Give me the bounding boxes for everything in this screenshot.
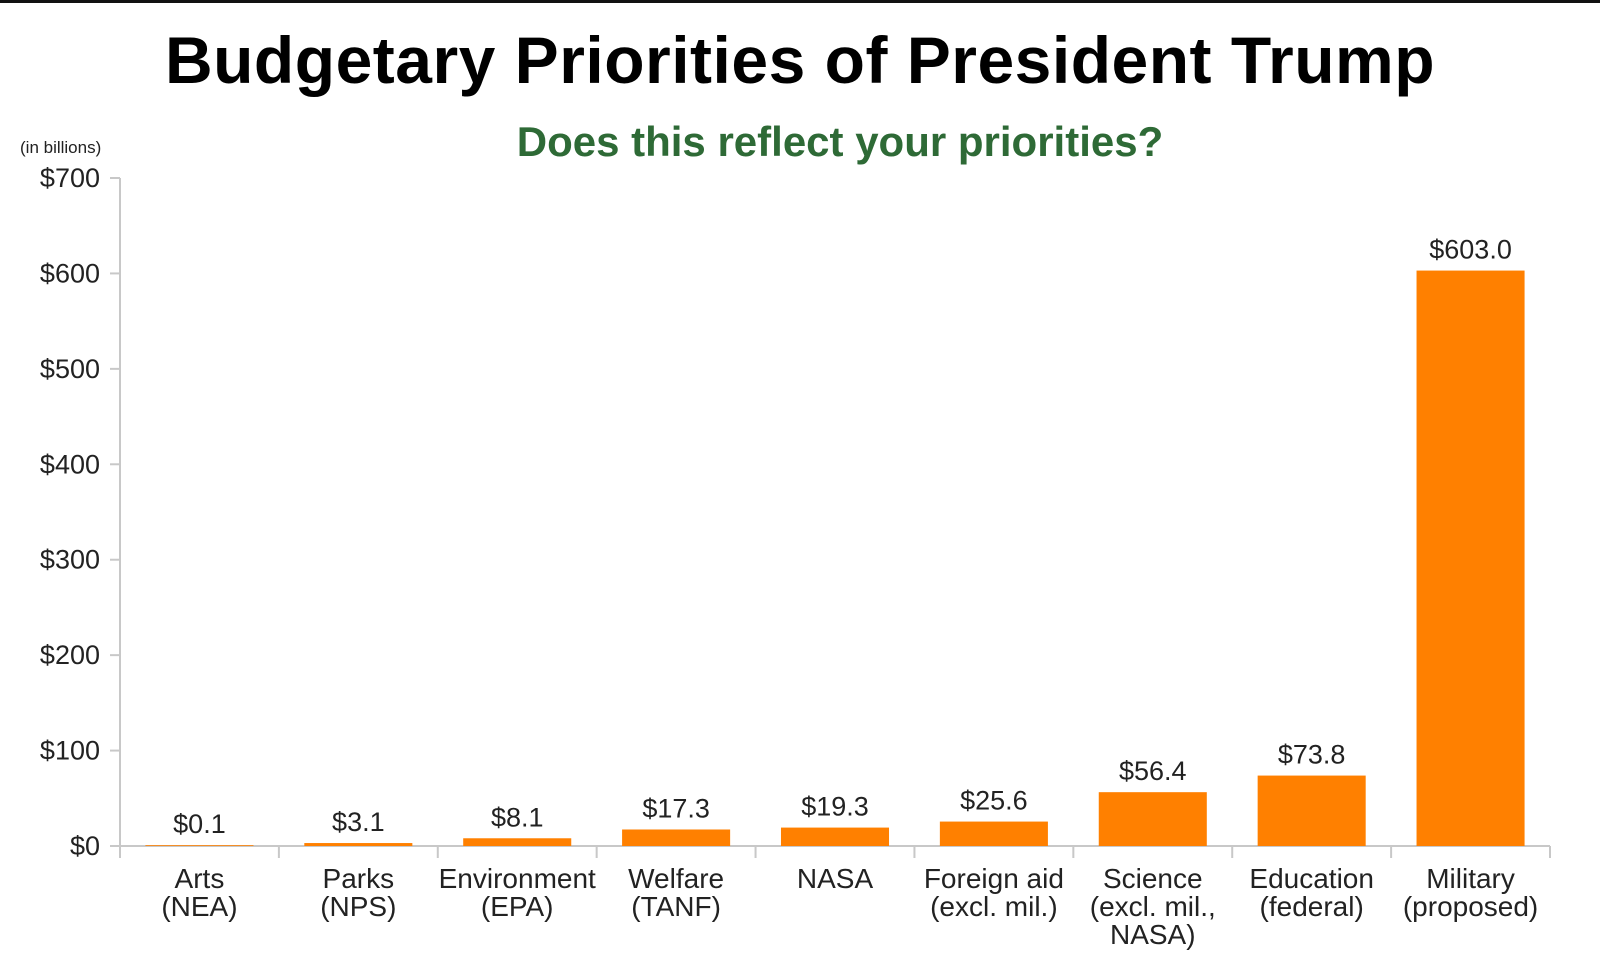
x-category-label: Education (federal) xyxy=(1249,863,1374,922)
x-category-label-line: Environment xyxy=(439,863,596,894)
x-category-label: Science (excl. mil., NASA) xyxy=(1090,863,1216,950)
x-category-label: Arts (NEA) xyxy=(161,863,237,922)
unit-note: (in billions) xyxy=(20,138,102,157)
bar xyxy=(463,838,572,846)
data-label: $25.6 xyxy=(960,786,1028,816)
x-category-label-line: (excl. mil., xyxy=(1090,891,1216,922)
bar xyxy=(1098,792,1207,846)
x-category-label-line: Science xyxy=(1103,863,1203,894)
data-label: $0.1 xyxy=(173,809,226,839)
x-category-label-line: Foreign aid xyxy=(924,863,1064,894)
y-tick-label: $300 xyxy=(40,545,100,575)
x-category-label: Environment (EPA) xyxy=(439,863,596,922)
data-label: $56.4 xyxy=(1119,756,1187,786)
bar xyxy=(145,845,254,846)
x-category-label: NASA xyxy=(797,863,874,894)
data-label: $603.0 xyxy=(1429,235,1512,265)
x-category-label: Parks (NPS) xyxy=(320,863,396,922)
x-category-label-line: (excl. mil.) xyxy=(930,891,1058,922)
bar xyxy=(304,843,413,846)
x-category-label-line: NASA) xyxy=(1110,919,1196,950)
chart-title: Budgetary Priorities of President Trump xyxy=(164,23,1436,97)
bar xyxy=(622,829,731,846)
y-tick-label: $600 xyxy=(40,258,100,288)
x-category-label-line: Arts xyxy=(175,863,225,894)
y-tick-label: $0 xyxy=(70,831,100,861)
data-label: $3.1 xyxy=(332,807,385,837)
x-category-label-line: (NPS) xyxy=(320,891,396,922)
x-category-label: Military (proposed) xyxy=(1403,863,1538,922)
x-category-label-line: (TANF) xyxy=(631,891,721,922)
data-label: $73.8 xyxy=(1278,740,1346,770)
x-category-label-line: (EPA) xyxy=(481,891,554,922)
x-category-label-line: (proposed) xyxy=(1403,891,1538,922)
x-category-label-line: Welfare xyxy=(628,863,724,894)
y-tick-label: $200 xyxy=(40,640,100,670)
bar xyxy=(939,821,1048,846)
x-category-label-line: NASA xyxy=(797,863,874,894)
data-label: $19.3 xyxy=(801,792,869,822)
bar xyxy=(1257,775,1366,846)
x-category-label-line: Parks xyxy=(323,863,395,894)
y-tick-label: $700 xyxy=(40,163,100,193)
x-category-label-line: (federal) xyxy=(1260,891,1364,922)
x-category-label: Welfare (TANF) xyxy=(628,863,724,922)
x-category-label: Foreign aid (excl. mil.) xyxy=(924,863,1064,922)
y-tick-label: $500 xyxy=(40,354,100,384)
y-tick-label: $100 xyxy=(40,736,100,766)
data-label: $17.3 xyxy=(642,793,710,823)
bar xyxy=(1416,270,1525,847)
bar xyxy=(780,827,890,846)
top-border xyxy=(0,0,1600,3)
data-label: $8.1 xyxy=(491,802,544,832)
x-category-label-line: Military xyxy=(1426,863,1515,894)
chart-subtitle: Does this reflect your priorities? xyxy=(516,118,1164,165)
x-category-label-line: (NEA) xyxy=(161,891,237,922)
y-tick-label: $400 xyxy=(40,449,100,479)
x-category-label-line: Education xyxy=(1249,863,1374,894)
